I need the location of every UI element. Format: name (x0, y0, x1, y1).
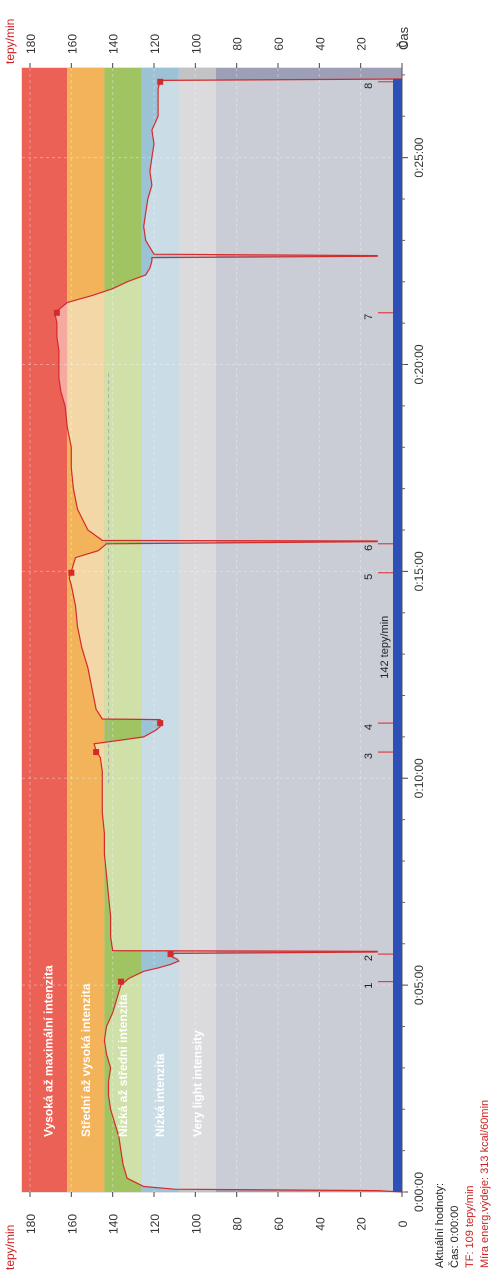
zone-labels: Vysoká až maximální intenzita Střední až … (42, 965, 205, 1137)
top-axis-unit-label: tepy/min (3, 19, 17, 64)
current-values-panel: Aktuální hodnoty: Čas: 0:00:00 TF: 109 t… (434, 1100, 491, 1268)
zone-label: Nízká intenzita (153, 1053, 167, 1137)
zone-label: Střední až vysoká intenzita (79, 983, 93, 1137)
zone-band-light (216, 79, 402, 1192)
zone-band (22, 68, 68, 1192)
lap-marker-point (157, 720, 164, 727)
left-axis-unit-label-group: tepy/min (3, 1225, 17, 1270)
lap-markers: 1 2 3 4 5 6 7 8 142 tepy/min (53, 78, 393, 989)
current-energy-value: Míra energ.výdeje: 313 kcal/60min (479, 1100, 491, 1268)
time-tick-label: 0:10:00 (412, 758, 426, 798)
hr-tick-label-top: 120 (148, 34, 162, 54)
hr-tick-label-bottom: 140 (107, 1214, 121, 1234)
hr-tick-label-bottom: 120 (148, 1214, 162, 1234)
current-heart-rate-value: TF: 109 tepy/min (464, 1185, 476, 1268)
time-axis-title: Čas (396, 26, 411, 50)
time-tick-label: 0:20:00 (412, 344, 426, 384)
hr-tick-label-top: 140 (107, 34, 121, 54)
hr-tick-label-top: 160 (65, 34, 79, 54)
lap-marker-point (93, 749, 100, 756)
hr-tick-label-bottom: 80 (231, 1217, 245, 1231)
hr-tick-label-bottom: 0 (396, 1220, 410, 1227)
hr-tick-label-bottom: 180 (24, 1214, 38, 1234)
time-tick-label: 0:00:00 (412, 1172, 426, 1212)
hr-tick-label-top: 40 (313, 37, 327, 51)
hr-tick-label-bottom: 160 (65, 1214, 79, 1234)
lap-marker-point (68, 569, 75, 576)
hr-tick-label-top: 80 (231, 37, 245, 51)
top-axis-unit-label-group: tepy/min (3, 19, 17, 64)
time-tick-label: 0:15:00 (412, 551, 426, 591)
lap-marker-label: 5 (363, 574, 375, 580)
lap-marker-point (53, 309, 60, 316)
zone-label: Very light intensity (190, 1030, 204, 1137)
time-tick-label: 0:05:00 (412, 965, 426, 1005)
hr-tick-label-top: 0 (396, 40, 410, 47)
hr-tick-label-bottom: 20 (355, 1217, 369, 1231)
hr-tick-label-top: 20 (355, 37, 369, 51)
lap-marker-point (117, 978, 124, 985)
hr-tick-label-top: 60 (272, 37, 286, 51)
heart-rate-line (54, 78, 403, 1193)
zone-band-light (141, 79, 179, 1192)
time-axis-title-group: Čas (396, 26, 411, 50)
hr-tick-label-top: 180 (24, 34, 38, 54)
current-time-value: Čas: 0:00:00 (448, 1206, 461, 1268)
hr-tick-label-top: 100 (189, 34, 203, 54)
lap-marker-point (157, 78, 164, 85)
heart-rate-series-line (54, 78, 403, 1193)
hr-tick-label-bottom: 40 (313, 1217, 327, 1231)
lap-marker-point (167, 951, 174, 958)
zone-band-light (178, 79, 216, 1192)
lap-marker-label: 8 (363, 83, 375, 89)
lap-marker-label: 1 (363, 983, 375, 989)
lap-marker-label: 4 (363, 724, 375, 730)
axes: 0 0 20 20 40 40 60 60 80 80 100 100 120 120 140 140 160 1… (24, 34, 426, 1234)
left-axis-unit-label: tepy/min (3, 1225, 17, 1270)
lap-marker-label: 3 (363, 753, 375, 759)
zone-label: Nízká až střední intenzita (116, 994, 130, 1137)
hr-tick-label-bottom: 60 (272, 1217, 286, 1231)
hr-tick-label-bottom: 100 (189, 1214, 203, 1234)
lap-marker-label: 7 (363, 314, 375, 320)
lap-marker-label: 2 (363, 955, 375, 961)
current-values-title: Aktuální hodnoty: (434, 1183, 446, 1268)
time-progress-bar (393, 79, 402, 1193)
lap-marker-label: 6 (363, 545, 375, 551)
hr-annotation-label: 142 tepy/min (379, 616, 391, 679)
time-tick-label: 0:25:00 (412, 137, 426, 177)
zone-label: Vysoká až maximální intenzita (42, 965, 56, 1137)
